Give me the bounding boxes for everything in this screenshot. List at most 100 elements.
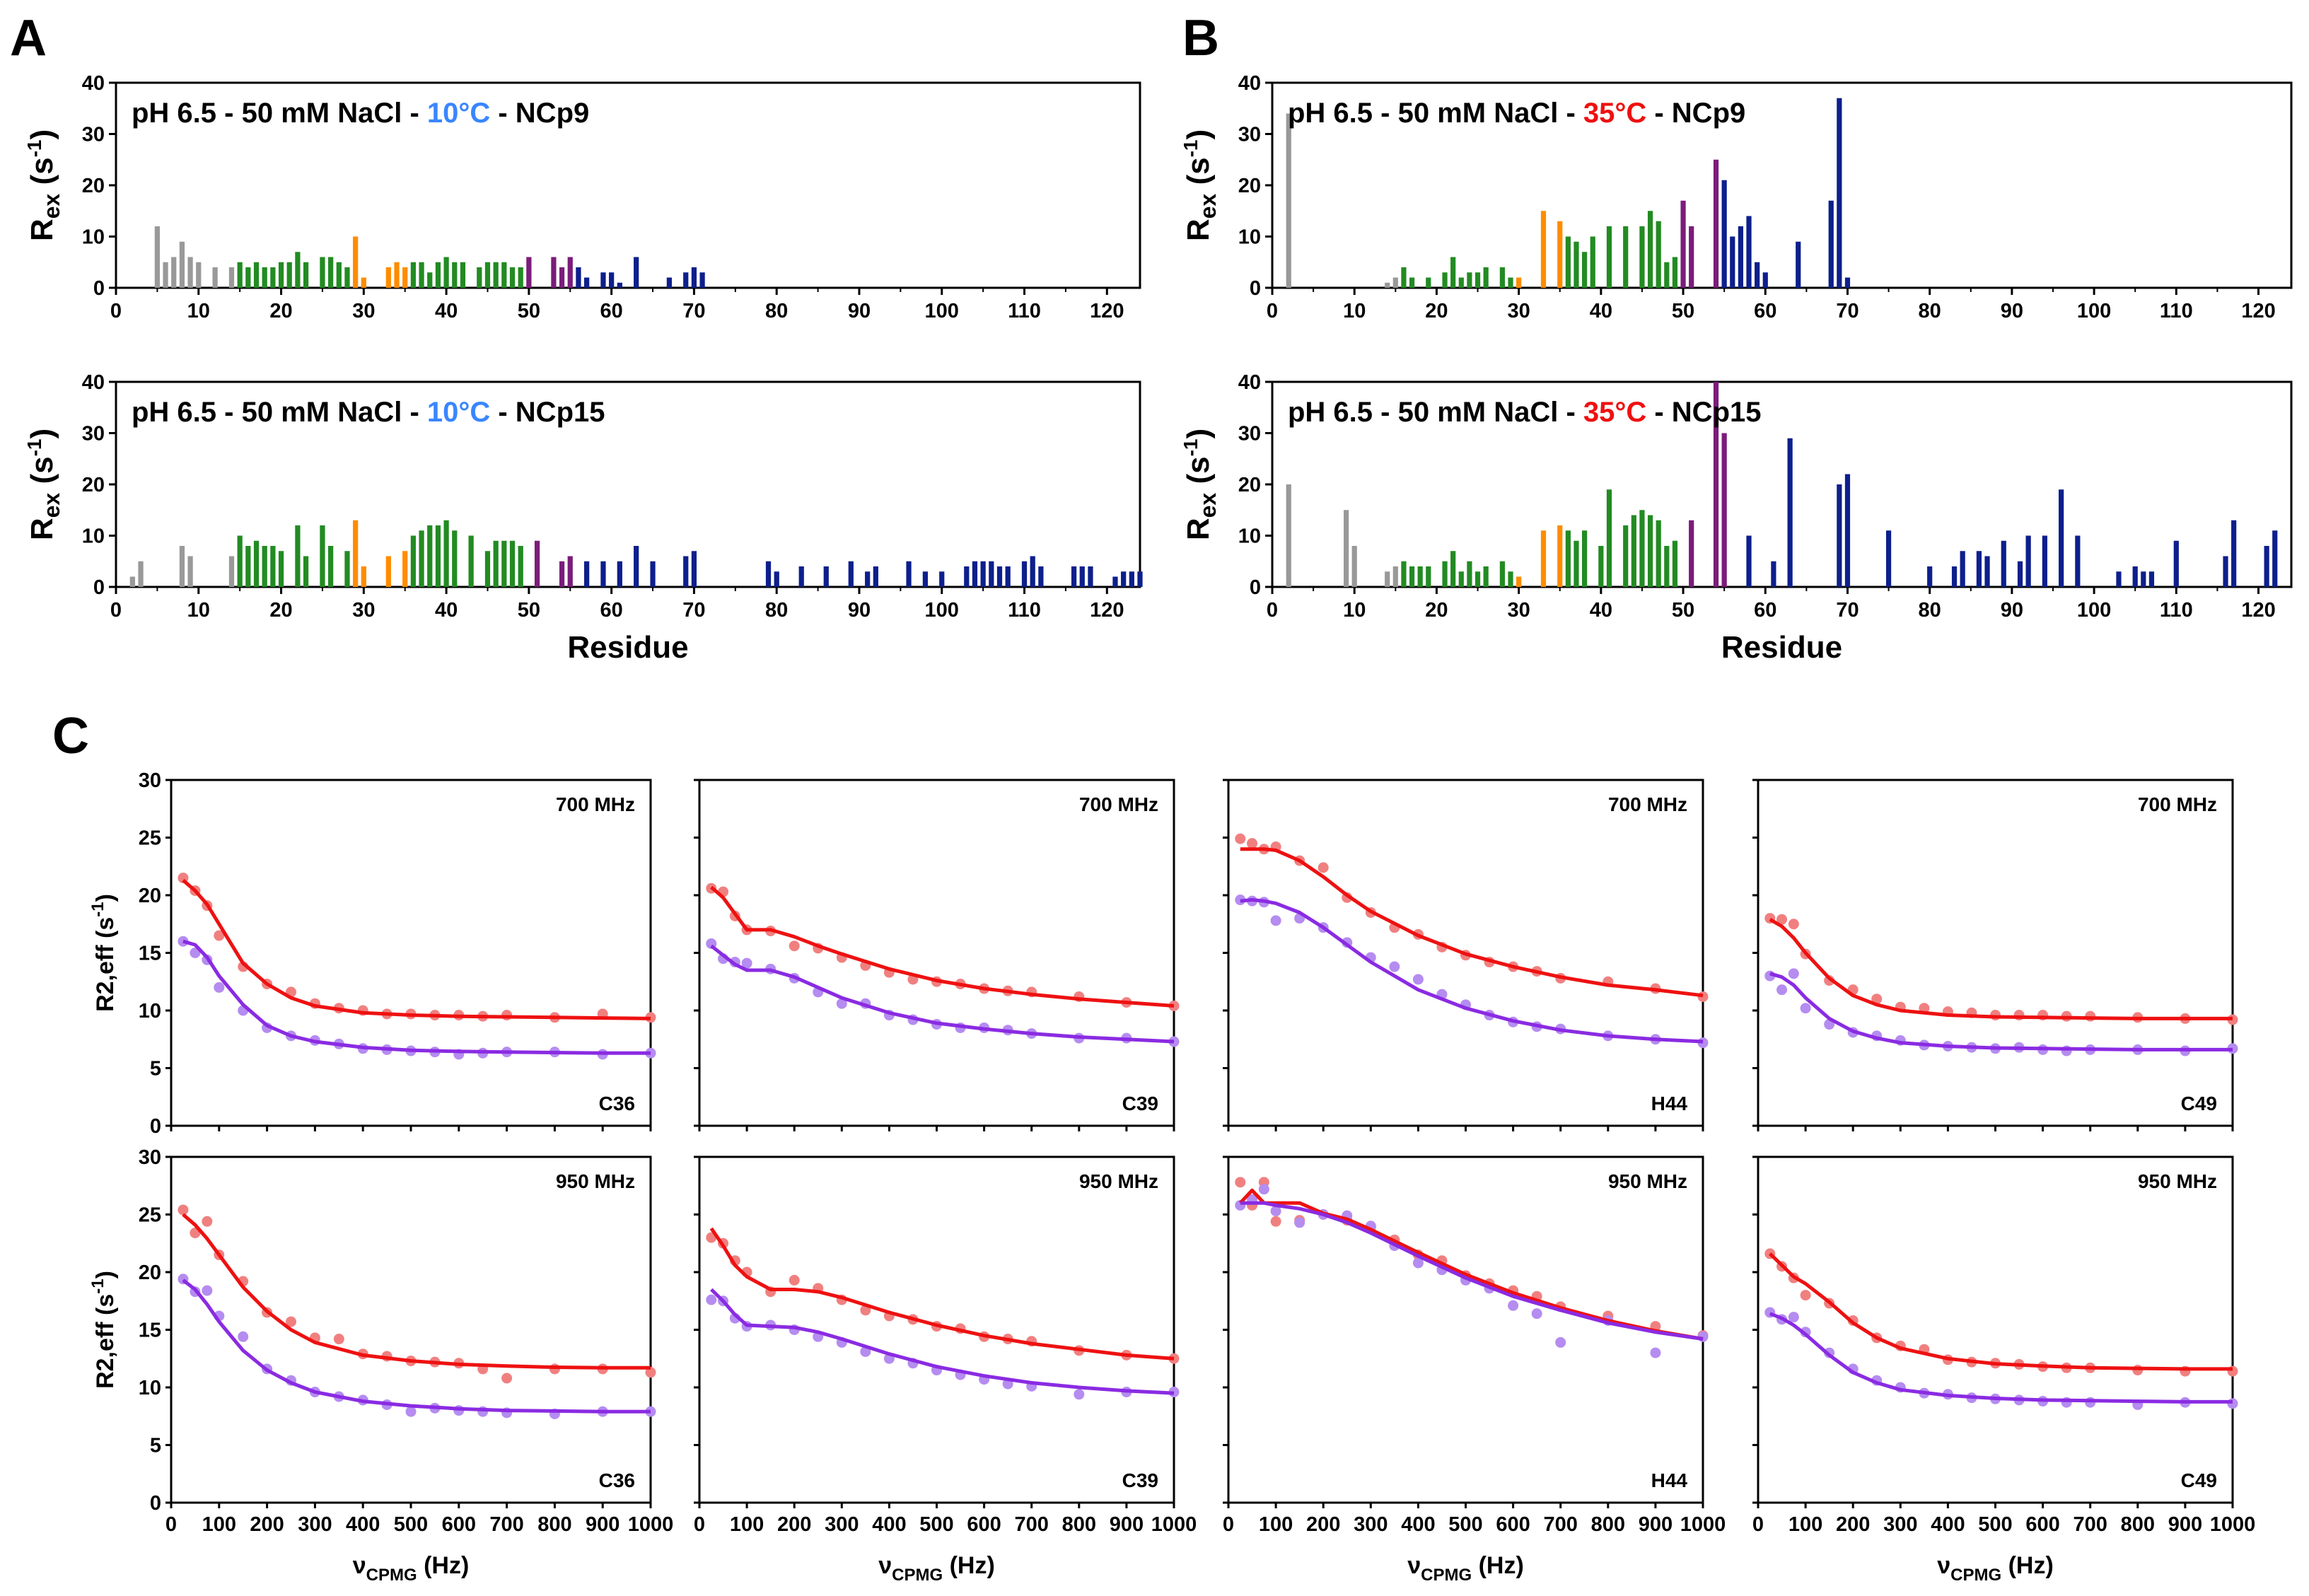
y-axis-title-close: ) xyxy=(92,1271,119,1278)
bar-res-70 xyxy=(1844,474,1851,587)
x-tick-label: 20 xyxy=(1425,599,1448,622)
y-axis-title-close: ) xyxy=(1181,129,1216,140)
y-axis-title-main: R2,eff (s xyxy=(92,1294,119,1389)
bar-res-41 xyxy=(452,530,458,587)
x-tick-label: 40 xyxy=(1590,599,1612,622)
x-tick-label: 100 xyxy=(2077,300,2111,322)
x-tick-label: 60 xyxy=(1754,300,1776,322)
data-point-purple xyxy=(1412,974,1424,985)
x-tick-label: 200 xyxy=(777,1513,811,1536)
fit-line-purple xyxy=(710,944,1175,1044)
data-point-red xyxy=(501,1373,513,1384)
bar-res-20 xyxy=(278,262,284,288)
data-point-red xyxy=(1871,994,1883,1005)
x-tick-label: 600 xyxy=(1496,1513,1530,1536)
bar-res-46 xyxy=(493,540,499,587)
y-axis-title-sup: -1 xyxy=(23,439,45,457)
bar-res-23 xyxy=(303,262,309,288)
y-axis-title-main: R xyxy=(25,219,59,241)
data-point-red xyxy=(1235,1177,1246,1188)
data-point-purple xyxy=(1555,1336,1566,1348)
y-axis-title-unit: (s xyxy=(1181,157,1216,193)
bar-chart-B-bottom: 0 10 20 30 40 0 10 20 30 40 50 60 70 80 90 100 110 120 pH … xyxy=(1180,371,2293,665)
bar-res-39 xyxy=(1590,236,1595,288)
bar-res-24 xyxy=(1467,272,1472,288)
x-tick-label: 30 xyxy=(352,300,375,322)
bar-res-40 xyxy=(1598,546,1604,587)
bar-res-29 xyxy=(353,236,359,288)
data-point-purple xyxy=(1788,1312,1799,1323)
field-strength-label: 950 MHz xyxy=(1079,1170,1158,1192)
bar-res-15 xyxy=(1392,277,1398,288)
bar-res-92 xyxy=(2025,535,2031,587)
bar-res-122 xyxy=(1121,571,1127,587)
bar-res-41 xyxy=(452,262,458,288)
bar-res-23 xyxy=(303,556,309,587)
cpmg-chart-C-950-H44: 0 100 200 300 400 500 600 700 800 900 1000 950 MHz H… xyxy=(1223,1155,1726,1585)
y-tick-label: 0 xyxy=(1250,277,1261,300)
bar-res-36 xyxy=(410,262,417,288)
bar-res-38 xyxy=(427,525,433,587)
bar-res-50 xyxy=(526,257,532,288)
field-strength-label: 700 MHz xyxy=(1079,793,1158,815)
bar-res-12 xyxy=(212,267,218,288)
x-axis-title: νCPMG (Hz) xyxy=(878,1552,995,1585)
bar-res-36 xyxy=(410,535,417,587)
condition-prefix: pH 6.5 - 50 mM NaCl - xyxy=(132,98,427,129)
bar-res-69 xyxy=(683,556,689,587)
residue-label: C39 xyxy=(1122,1469,1158,1491)
bar-res-55 xyxy=(1721,180,1727,288)
bar-res-45 xyxy=(1639,510,1645,587)
y-axis-title-close: ) xyxy=(25,429,59,439)
y-tick-label: 20 xyxy=(82,474,105,496)
bar-res-46 xyxy=(493,262,499,288)
residue-label: C36 xyxy=(599,1469,635,1491)
x-tick-label: 600 xyxy=(967,1513,1001,1536)
data-point-purple xyxy=(1508,1300,1519,1311)
bar-res-50 xyxy=(1680,200,1686,288)
bar-res-63 xyxy=(634,546,639,587)
bar-res-105 xyxy=(980,561,986,587)
residue-label: C49 xyxy=(2181,1469,2217,1491)
bar-res-37 xyxy=(1574,241,1579,288)
data-point-red xyxy=(202,1216,213,1227)
bar-res-17 xyxy=(1409,277,1415,288)
bar-res-89 xyxy=(848,561,854,587)
x-tick-label: 200 xyxy=(1306,1513,1340,1536)
condition-title: pH 6.5 - 50 mM NaCl - 35°C - NCp15 xyxy=(1288,397,1762,428)
data-point-purple xyxy=(1294,1217,1305,1228)
x-axis-title-sub: CPMG xyxy=(366,1566,417,1585)
x-tick-label: 1000 xyxy=(2210,1513,2256,1536)
data-point-purple xyxy=(1074,1389,1085,1400)
condition-temperature: 10°C xyxy=(427,397,490,428)
bar-res-68 xyxy=(1828,200,1834,288)
data-point-purple xyxy=(214,982,225,993)
plot-frame xyxy=(1757,779,2234,1127)
bar-res-105 xyxy=(2132,566,2138,587)
y-tick-label: 0 xyxy=(150,1115,161,1138)
bar-res-19 xyxy=(270,267,276,288)
y-axis-title: Rex (s-1) xyxy=(1180,129,1221,241)
x-tick-label: 30 xyxy=(352,599,375,622)
y-tick-label: 10 xyxy=(82,525,105,548)
bar-res-71 xyxy=(699,272,705,288)
bar-res-9 xyxy=(1343,510,1349,587)
bar-res-80 xyxy=(1927,566,1933,587)
x-tick-label: 10 xyxy=(187,599,210,622)
x-tick-label: 40 xyxy=(435,300,458,322)
x-tick-label: 0 xyxy=(110,300,122,322)
bar-res-92 xyxy=(873,566,878,587)
bar-res-41 xyxy=(1606,489,1612,587)
bar-res-22 xyxy=(1450,551,1456,587)
bar-res-106 xyxy=(989,561,994,587)
x-tick-label: 400 xyxy=(872,1513,906,1536)
x-tick-label: 120 xyxy=(1090,300,1124,322)
bar-res-35 xyxy=(1557,525,1563,587)
y-axis-title: R2,eff (s-1) xyxy=(88,894,119,1012)
bar-res-44 xyxy=(477,267,482,288)
fit-line-red xyxy=(709,1227,1175,1361)
bar-res-123 xyxy=(1129,571,1134,587)
bar-res-70 xyxy=(691,551,697,587)
data-point-red xyxy=(789,940,800,952)
